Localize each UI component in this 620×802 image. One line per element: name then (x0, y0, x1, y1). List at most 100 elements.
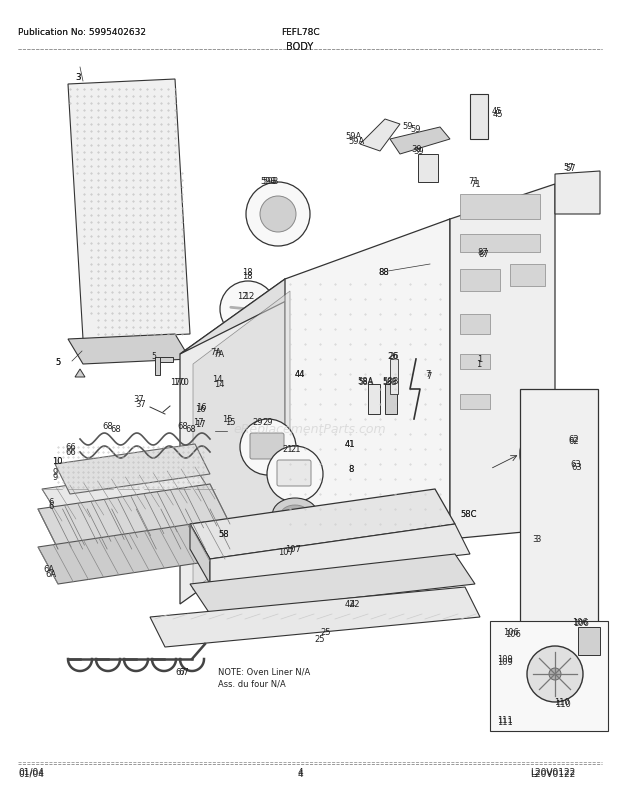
Polygon shape (150, 587, 480, 647)
FancyBboxPatch shape (460, 235, 540, 253)
Polygon shape (190, 525, 210, 585)
Text: 14: 14 (214, 379, 224, 388)
Text: 67: 67 (178, 667, 188, 676)
FancyBboxPatch shape (368, 384, 380, 415)
Text: 7: 7 (425, 370, 430, 379)
Text: 7A: 7A (210, 347, 221, 357)
Text: Publication No: 5995402632: Publication No: 5995402632 (18, 28, 146, 37)
Text: 63: 63 (570, 460, 581, 468)
Text: 3: 3 (533, 534, 538, 543)
Text: BODY: BODY (286, 42, 314, 52)
Text: 18: 18 (242, 268, 252, 277)
FancyBboxPatch shape (540, 460, 558, 469)
Text: 5: 5 (55, 358, 60, 367)
Text: 58A: 58A (357, 376, 373, 386)
Text: 88: 88 (378, 268, 389, 277)
Text: 170: 170 (170, 378, 186, 387)
Text: 01/04: 01/04 (18, 769, 44, 778)
Text: 58: 58 (218, 529, 229, 538)
Polygon shape (190, 554, 475, 614)
Polygon shape (555, 172, 600, 215)
Text: 17: 17 (193, 418, 203, 427)
Text: 110: 110 (555, 699, 571, 708)
Text: 12: 12 (237, 292, 247, 301)
Text: 106: 106 (573, 618, 589, 627)
Ellipse shape (273, 498, 317, 530)
Text: 15: 15 (222, 415, 232, 423)
Text: 87: 87 (477, 248, 488, 257)
Circle shape (549, 668, 561, 680)
Polygon shape (450, 184, 555, 539)
Text: 5: 5 (151, 351, 156, 361)
Text: 01/04: 01/04 (18, 767, 44, 776)
Text: eReplacementParts.com: eReplacementParts.com (234, 423, 386, 436)
Text: Publication No: 5995402632: Publication No: 5995402632 (18, 28, 146, 37)
Text: FEFL78C: FEFL78C (281, 28, 319, 37)
Text: 59A: 59A (345, 132, 361, 141)
FancyArrowPatch shape (231, 308, 265, 311)
Text: 44: 44 (295, 370, 306, 379)
Text: 29: 29 (253, 418, 264, 427)
Text: 42: 42 (345, 599, 355, 608)
FancyBboxPatch shape (155, 358, 160, 375)
Text: 58B: 58B (382, 376, 399, 386)
Text: 3: 3 (535, 534, 541, 543)
Text: 170: 170 (173, 378, 189, 387)
Text: 6: 6 (48, 497, 53, 506)
Polygon shape (68, 334, 190, 365)
Text: 106: 106 (572, 618, 588, 626)
Text: 58C: 58C (460, 509, 477, 518)
FancyBboxPatch shape (460, 269, 500, 292)
FancyBboxPatch shape (390, 359, 398, 395)
Text: 37: 37 (135, 399, 146, 408)
Polygon shape (210, 525, 470, 585)
FancyBboxPatch shape (460, 195, 540, 220)
Polygon shape (360, 119, 400, 152)
Text: L20V0122: L20V0122 (530, 767, 575, 776)
Text: 111: 111 (497, 715, 513, 724)
Text: 59B: 59B (260, 176, 277, 186)
Polygon shape (38, 522, 225, 585)
Text: 25: 25 (315, 634, 326, 643)
Text: 106: 106 (505, 630, 521, 638)
FancyBboxPatch shape (460, 314, 490, 334)
FancyBboxPatch shape (460, 354, 490, 370)
Text: 17: 17 (195, 419, 206, 428)
Text: 58C: 58C (460, 509, 477, 518)
Text: 111: 111 (497, 717, 513, 726)
FancyBboxPatch shape (385, 384, 397, 415)
FancyBboxPatch shape (222, 334, 228, 395)
Text: 71: 71 (468, 176, 479, 186)
Text: FEFL78C: FEFL78C (281, 28, 319, 37)
Polygon shape (68, 80, 190, 339)
Text: 7A: 7A (213, 350, 224, 358)
Text: 68: 68 (103, 422, 113, 431)
Text: 25: 25 (320, 627, 330, 636)
Text: 58B: 58B (382, 378, 397, 387)
Text: 3: 3 (75, 73, 81, 82)
Text: 62: 62 (568, 436, 578, 445)
Text: 1: 1 (476, 359, 481, 369)
Text: 58: 58 (218, 529, 229, 538)
Text: 57: 57 (565, 164, 575, 172)
Text: 21: 21 (290, 444, 301, 453)
Text: 16: 16 (195, 404, 206, 414)
Text: 109: 109 (497, 654, 513, 663)
Text: 68: 68 (177, 422, 188, 431)
Text: 106: 106 (503, 627, 519, 636)
Text: 62: 62 (568, 435, 578, 444)
Polygon shape (180, 280, 285, 604)
FancyBboxPatch shape (418, 155, 438, 183)
Text: 10: 10 (52, 456, 63, 465)
Polygon shape (180, 220, 450, 354)
Circle shape (246, 183, 310, 247)
Text: 29: 29 (262, 418, 273, 427)
Text: 66: 66 (65, 443, 76, 452)
FancyBboxPatch shape (155, 358, 173, 363)
Text: 107: 107 (285, 545, 301, 553)
Text: 45: 45 (493, 110, 503, 119)
Text: Ass. du four N/A: Ass. du four N/A (218, 679, 286, 688)
Circle shape (267, 447, 323, 502)
Text: 16: 16 (196, 403, 206, 411)
Text: 37: 37 (133, 395, 144, 403)
